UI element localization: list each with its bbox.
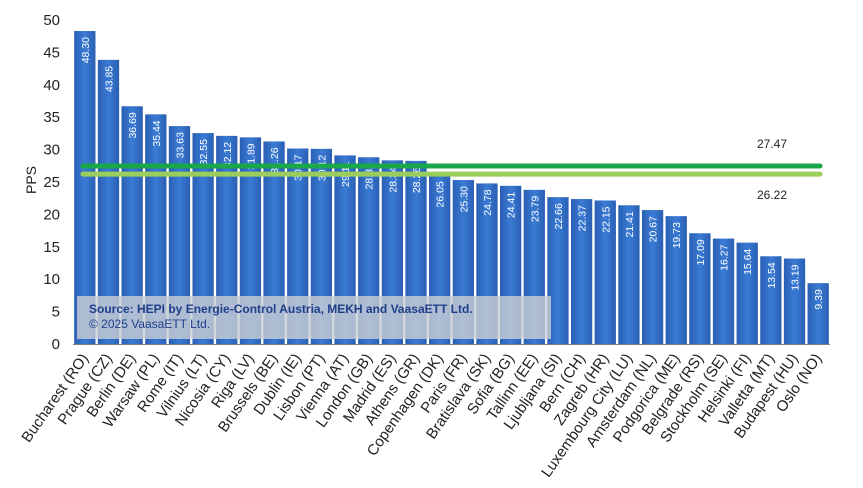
bar (689, 233, 711, 344)
value-label: 17.09 (695, 239, 707, 265)
y-tick-label: 30 (43, 142, 60, 159)
value-label: 28.34 (387, 166, 399, 192)
reference-lines: 27.47 26.22 (80, 137, 823, 202)
y-axis: 0 5 10 15 20 25 30 35 40 45 50 (43, 12, 830, 353)
bar (192, 133, 214, 344)
bar (641, 210, 664, 344)
y-tick-label: 35 (43, 109, 60, 126)
source-box: Source: HEPI by Energie-Control Austria,… (77, 296, 551, 339)
value-label: 19.73 (671, 222, 683, 248)
y-tick-label: 10 (43, 271, 60, 288)
y-tick-label: 45 (43, 44, 60, 61)
bar (239, 137, 262, 344)
value-label: 13.19 (790, 264, 802, 290)
y-tick-label: 20 (43, 206, 60, 223)
value-label: 22.66 (553, 203, 565, 229)
value-label: 31.89 (245, 143, 257, 169)
bar (618, 205, 640, 344)
y-axis-label: PPS (23, 166, 39, 194)
bar (712, 238, 735, 344)
copyright-text: © 2025 VaasaETT Ltd. (89, 317, 211, 331)
y-tick-label: 15 (43, 239, 60, 256)
bar (168, 126, 191, 344)
bar (665, 216, 687, 344)
x-axis: Bucharest (RO)Prague (CZ)Berlin (DE)Wars… (18, 351, 825, 481)
reference-line-label: 27.47 (757, 137, 787, 151)
value-label: 16.27 (719, 244, 731, 270)
bar (74, 31, 96, 345)
value-label: 20.67 (648, 216, 660, 242)
value-label: 21.41 (624, 211, 636, 237)
bar (263, 141, 285, 344)
value-label: 25.30 (458, 186, 470, 212)
bar (97, 59, 120, 345)
source-text: Source: HEPI by Energie-Control Austria,… (89, 302, 473, 316)
value-label: 26.05 (435, 181, 447, 207)
value-label: 32.55 (198, 139, 210, 165)
value-label: 48.30 (80, 37, 92, 63)
bar (736, 242, 758, 344)
value-label: 23.79 (529, 196, 541, 222)
value-label: 32.12 (222, 142, 234, 168)
value-label: 24.41 (506, 192, 518, 218)
y-tick-label: 0 (52, 336, 60, 353)
value-label: 22.37 (577, 205, 589, 231)
bar (807, 283, 829, 344)
y-tick-label: 5 (52, 304, 60, 321)
reference-line-label: 26.22 (757, 188, 787, 202)
bar (310, 148, 333, 344)
value-label: 33.63 (174, 132, 186, 158)
value-label: 43.85 (103, 66, 115, 92)
value-label: 15.64 (742, 248, 754, 274)
value-label: 36.69 (127, 112, 139, 138)
value-label: 24.78 (482, 189, 494, 215)
bar (783, 258, 806, 344)
value-label: 35.44 (151, 120, 163, 146)
bar (287, 148, 309, 344)
y-tick-label: 40 (43, 77, 60, 94)
value-label: 13.54 (766, 262, 778, 288)
value-label: 9.39 (813, 289, 825, 310)
bar (570, 199, 593, 344)
value-label: 22.15 (600, 206, 612, 232)
bar (594, 200, 616, 344)
y-tick-label: 25 (43, 174, 60, 191)
bar (216, 135, 238, 344)
y-tick-label: 50 (43, 12, 60, 29)
value-label: 28.26 (411, 167, 423, 193)
bar (760, 256, 782, 344)
value-label: 31.26 (269, 147, 281, 173)
bar (547, 197, 569, 344)
